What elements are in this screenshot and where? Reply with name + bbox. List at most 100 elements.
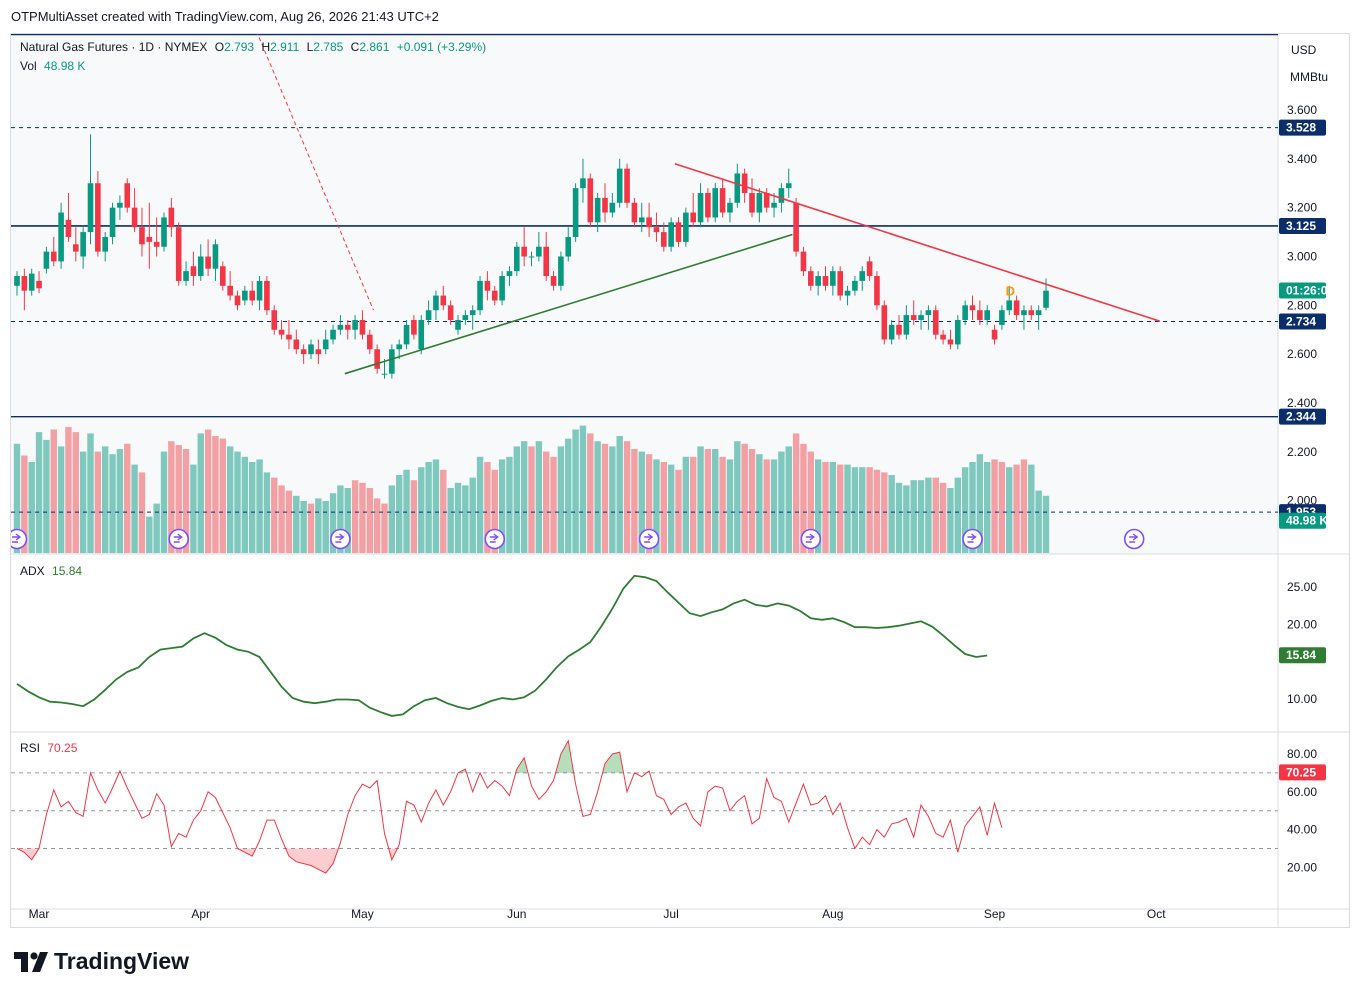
volume-bar [65,426,72,553]
event-marker-icon[interactable] [484,528,506,550]
candle-body [50,251,57,262]
candle-body [499,276,505,301]
volume-bar [822,462,829,553]
volume-bar [293,495,300,553]
volume-bar [403,469,410,553]
rsi-legend: RSI 70.25 [20,741,77,755]
candle-body [749,193,755,213]
candle-body [396,344,402,350]
candle-body [631,202,638,223]
volume-bar [925,477,932,553]
volume-bar [513,446,520,553]
event-marker-icon[interactable] [330,528,351,550]
candle-body [455,319,461,330]
price-axis-badge-text: 3.528 [1286,121,1316,135]
rsi-line [16,739,1003,874]
candle-body [234,295,241,306]
candle-body [506,271,513,277]
candle-body [734,173,741,203]
candle-body [469,310,476,316]
volume-bar [388,485,396,553]
volume-bar [131,464,138,553]
candle-body [183,271,189,281]
candle-body [705,193,711,218]
volume-bar [550,456,557,553]
candle-body [536,246,542,257]
candle-body [638,217,645,223]
volume-bar [219,438,226,553]
candle-body [168,207,175,228]
candle-body [425,310,432,320]
volume-bar [954,477,961,553]
candle-body [763,193,770,208]
candle-body [616,168,623,203]
volume-bar [565,438,572,553]
price-axis-badge-text: 01:26:03 [1286,283,1334,297]
event-marker-icon[interactable] [638,528,660,550]
volume-bar [726,459,734,553]
volume-bar [888,475,895,553]
event-marker-icon[interactable] [168,528,189,550]
candle-body [896,324,902,335]
chart-canvas[interactable]: D 3.600 3.400 3.200 3.000 2.800 2.600 2.400 2.20… [11,34,1349,927]
symbol-legend: Natural Gas Futures · 1D · NYMEX O2.793 … [20,40,486,54]
volume-bar [124,443,131,553]
event-marker-icon[interactable] [11,528,28,550]
adx-axis-badge-text: 15.84 [1286,648,1316,662]
volume-bar [307,503,315,553]
candle-body [411,319,417,335]
event-marker-arrow [1129,533,1139,543]
volume-bar [87,433,94,553]
candle-body [477,280,483,311]
adx-line [16,574,988,717]
candle-body [227,285,233,296]
rsi-tick-label: 80.00 [1287,747,1317,761]
volume-bar [278,485,285,553]
volume-bar [917,480,925,553]
candle-body [447,305,454,320]
dashed-trend-line [257,34,374,311]
volume-bar [109,454,116,553]
volume-bar [814,459,822,553]
volume-bar [616,436,623,553]
rsi-tick-label: 20.00 [1287,860,1317,874]
event-marker-circle [11,528,28,550]
currency-label[interactable]: USD [1291,43,1317,57]
candle-body [21,276,28,291]
candle-body [418,319,425,350]
unit-label[interactable]: MMBtu [1290,70,1329,84]
candle-body [719,188,726,213]
candle-body [14,276,20,286]
candle-body [962,305,968,320]
candle-body [491,290,498,301]
event-marker-icon[interactable] [800,528,822,550]
price-axis-badge [1279,119,1326,136]
event-marker-icon[interactable] [962,528,983,550]
volume-bar [396,475,403,553]
volume-bar [153,503,160,553]
event-marker-icon[interactable] [1123,528,1145,550]
candle-body [484,280,491,291]
candle-body [242,290,248,301]
tradingview-logo-icon [14,951,48,972]
volume-bar [462,485,469,553]
candle-body [771,202,777,208]
tradingview-logo-text: TradingView [54,948,190,974]
time-axis-label: Jun [507,907,526,921]
price-axis-badge [1279,282,1326,299]
volume-bar [454,482,462,553]
volume-bar [102,446,109,553]
chart-container[interactable]: D 3.600 3.400 3.200 3.000 2.800 2.600 2.400 2.20… [10,33,1350,928]
price-tick-label: 2.600 [1287,347,1317,361]
candle-body [293,339,300,350]
volume-bar [792,433,800,553]
volume-bar [844,464,851,553]
volume-bar [851,467,859,553]
volume-bar [690,456,697,553]
adx-tick-label: 25.00 [1287,580,1317,594]
volume-bar [226,446,234,553]
candle-body [205,256,211,269]
event-marker-arrow [12,533,22,543]
volume-bar [572,429,579,553]
candle-body [837,271,843,296]
